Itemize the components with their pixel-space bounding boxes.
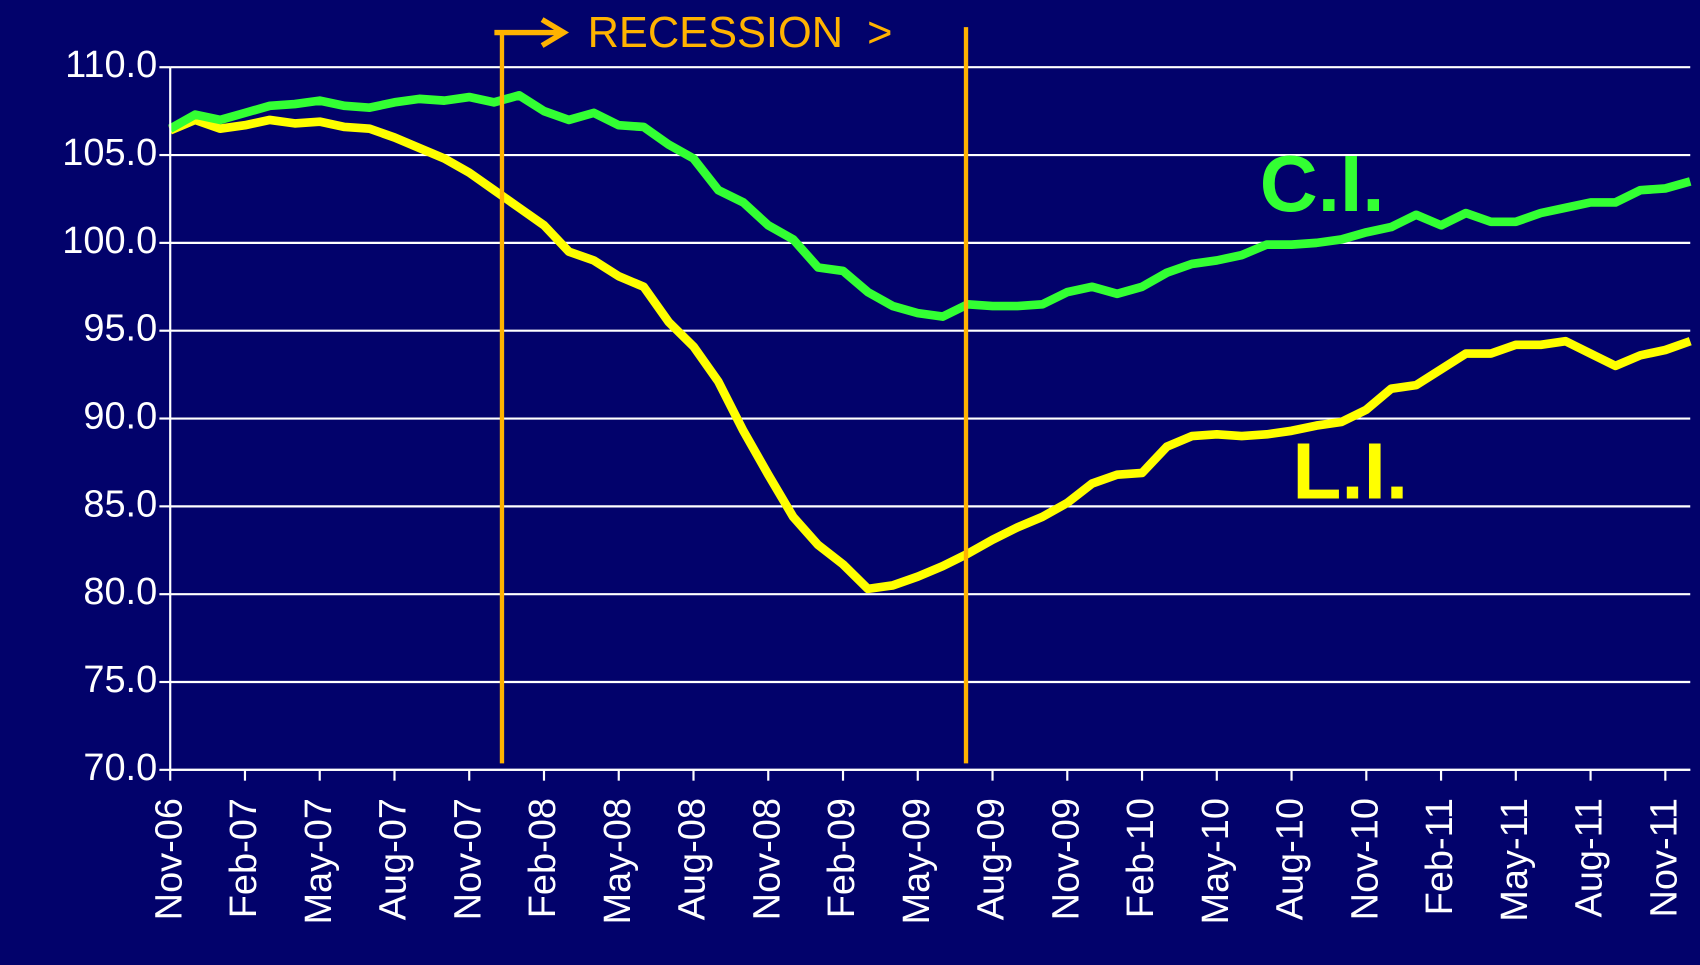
x-tick-label: Nov-06 xyxy=(148,798,190,920)
y-tick-label: 105.0 xyxy=(62,132,157,174)
y-tick-label: 95.0 xyxy=(83,308,157,350)
x-tick-label: Aug-07 xyxy=(373,798,415,920)
x-tick-label: May-07 xyxy=(298,798,340,925)
x-tick-label: Feb-08 xyxy=(522,798,564,918)
x-tick-label: Nov-08 xyxy=(746,798,788,920)
x-tick-label: Aug-10 xyxy=(1270,798,1312,920)
y-tick-label: 75.0 xyxy=(83,659,157,701)
series-label: L.I. xyxy=(1292,426,1408,516)
x-tick-label: Feb-10 xyxy=(1120,798,1162,918)
series-label: C.I. xyxy=(1260,139,1385,229)
series-line xyxy=(168,90,1692,321)
x-tick-label: Aug-08 xyxy=(672,798,714,920)
y-tick-label: 100.0 xyxy=(62,220,157,262)
axes: 70.0 75.0 80.0 85.0 90.0 95.0 100.0 105.0 110.0 N… xyxy=(62,44,1691,925)
x-tick-label: May-08 xyxy=(597,798,639,925)
x-tick-label: May-10 xyxy=(1195,798,1237,925)
x-tick-label: Nov-10 xyxy=(1344,798,1386,920)
x-tick-label: Aug-09 xyxy=(971,798,1013,920)
y-tick-label: 80.0 xyxy=(83,571,157,613)
y-tick-label: 90.0 xyxy=(83,396,157,438)
series-line xyxy=(168,115,1692,594)
x-tick-label: Feb-09 xyxy=(821,798,863,918)
x-tick-label: Feb-07 xyxy=(223,798,265,918)
x-tick-label: Nov-09 xyxy=(1045,798,1087,920)
x-tick-label: May-09 xyxy=(896,798,938,925)
x-tick-label: Nov-07 xyxy=(447,798,489,920)
recession-arrow xyxy=(494,17,570,48)
x-tick-label: Nov-11 xyxy=(1643,798,1685,917)
y-tick-label: 70.0 xyxy=(83,747,157,789)
y-tick-label: 110.0 xyxy=(65,44,157,86)
y-tick-label: 85.0 xyxy=(83,483,157,525)
x-tick-label: May-11 xyxy=(1494,798,1536,922)
lines xyxy=(168,90,1692,594)
x-tick-label: Feb-11 xyxy=(1419,798,1461,915)
x-tick-label: Aug-11 xyxy=(1569,798,1611,918)
recession-label: RECESSION > xyxy=(588,9,893,57)
